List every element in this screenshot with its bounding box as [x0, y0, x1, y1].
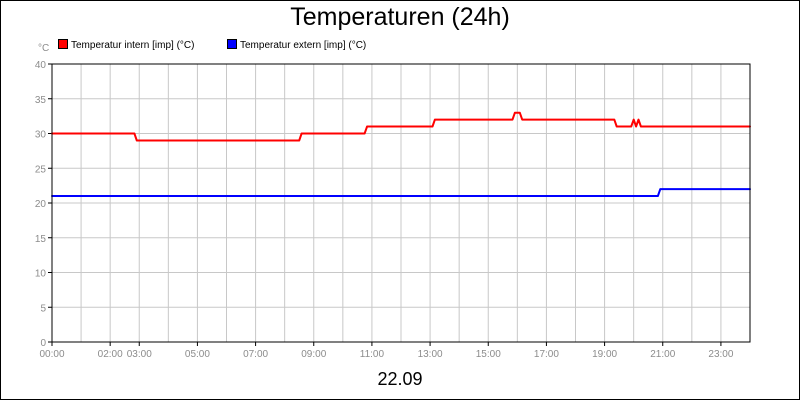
legend-swatch-intern [58, 39, 68, 49]
x-tick-label: 07:00 [243, 349, 268, 360]
y-tick-label: 30 [35, 130, 47, 141]
x-tick-label: 23:00 [708, 349, 733, 360]
y-tick-label: 25 [35, 164, 47, 175]
x-tick-label: 05:00 [185, 349, 210, 360]
y-tick-label: 10 [35, 269, 47, 280]
y-unit-label: °C [38, 43, 50, 54]
chart-title: Temperaturen (24h) [290, 3, 510, 31]
series-line-extern [51, 188, 751, 197]
y-tick-label: 20 [35, 199, 47, 210]
legend-label-intern: Temperatur intern [imp] (°C) [71, 40, 195, 51]
legend-swatch-extern [227, 39, 237, 49]
y-tick-label: 40 [35, 60, 47, 71]
x-tick-label: 19:00 [592, 349, 617, 360]
date-label: 22.09 [377, 369, 423, 389]
x-tick-label: 13:00 [418, 349, 443, 360]
y-tick-label: 35 [35, 95, 47, 106]
plot-frame [51, 63, 751, 343]
legend-entry-extern: Temperatur extern [imp] (°C) [227, 39, 366, 51]
y-tick-label: 15 [35, 234, 47, 245]
legend-entry-intern: Temperatur intern [imp] (°C) [58, 39, 194, 51]
x-tick-label: 02:00 [98, 349, 123, 360]
x-tick-label: 03:00 [127, 349, 152, 360]
y-tick-label: 0 [40, 338, 46, 349]
y-tick-label: 5 [40, 303, 46, 314]
x-tick-label: 00:00 [39, 349, 64, 360]
x-tick-label: 09:00 [301, 349, 326, 360]
x-tick-label: 17:00 [534, 349, 559, 360]
legend-label-extern: Temperatur extern [imp] (°C) [240, 40, 367, 51]
x-tick-label: 21:00 [650, 349, 675, 360]
x-tick-label: 11:00 [360, 349, 385, 360]
x-tick-label: 15:00 [476, 349, 501, 360]
series-line-intern [51, 111, 751, 142]
